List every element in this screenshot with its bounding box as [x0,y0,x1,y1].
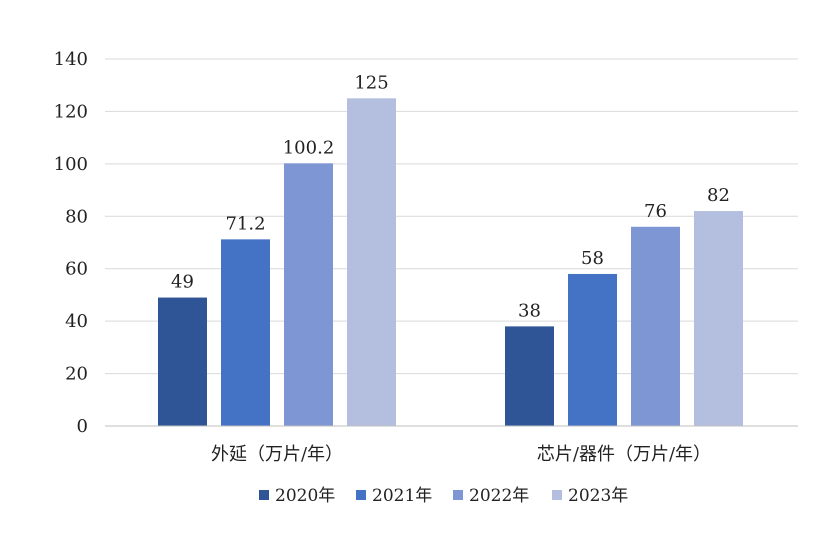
bar [284,163,333,426]
bar [631,226,680,426]
gridlines [105,58,798,427]
data-label: 58 [581,248,604,269]
y-tick-label: 40 [65,311,88,332]
data-label: 82 [707,185,730,206]
legend-label: 2021年 [372,486,432,506]
data-labels: 49 71.2 100.2 125 38 58 76 82 [171,72,730,321]
bar [505,326,554,426]
bar [158,297,207,426]
data-label: 38 [518,300,541,321]
legend-label: 2023年 [568,486,628,506]
legend-swatch [356,490,366,500]
legend-swatch [552,490,562,500]
y-tick-label: 60 [65,259,88,280]
bar [568,273,617,426]
y-tick-label: 0 [77,416,88,437]
legend-swatch [453,490,463,500]
legend: 2020年 2021年 2022年 2023年 [259,486,628,506]
y-tick-label: 20 [65,364,88,385]
data-label: 100.2 [283,137,335,158]
x-axis: 外延（万片/年） 芯片/器件（万片/年） [105,425,798,465]
y-axis: 0 20 40 60 80 100 120 140 [54,49,88,437]
legend-swatch [259,490,269,500]
y-tick-label: 80 [65,206,88,227]
bar [347,98,396,427]
data-label: 125 [354,72,388,93]
bars [158,98,743,427]
legend-label: 2022年 [469,486,529,506]
data-label: 71.2 [225,213,265,234]
legend-label: 2020年 [275,486,335,506]
y-tick-label: 120 [54,101,88,122]
data-label: 76 [644,201,667,222]
x-category-label: 芯片/器件（万片/年） [537,444,711,465]
bar [221,239,270,426]
data-label: 49 [171,272,194,293]
bar [694,211,743,426]
y-tick-label: 140 [54,49,88,70]
y-tick-label: 100 [54,154,88,175]
x-category-label: 外延（万片/年） [211,444,343,465]
